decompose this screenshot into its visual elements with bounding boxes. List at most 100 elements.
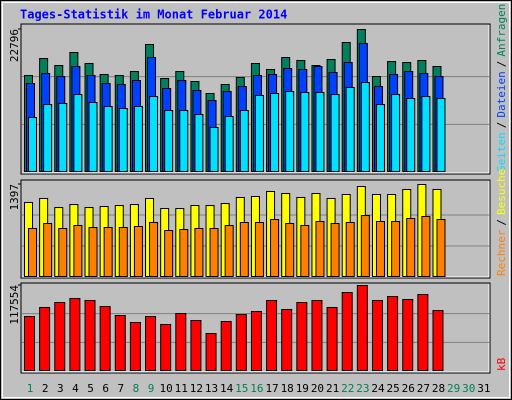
bar [164, 230, 174, 277]
bar [88, 227, 98, 277]
y-tick-label: 117554 [8, 285, 21, 325]
bar [118, 108, 128, 172]
bar [345, 87, 355, 172]
legend-entry: Dateien [495, 71, 508, 117]
bar [326, 306, 338, 371]
bar [220, 320, 232, 372]
bar [296, 301, 308, 371]
bar [175, 312, 187, 372]
bar [149, 96, 159, 172]
bar [160, 323, 172, 371]
bar [432, 309, 444, 371]
bar [375, 104, 385, 172]
x-tick-label: 26 [402, 382, 415, 395]
bar [58, 228, 68, 278]
bar [58, 103, 68, 172]
bar [436, 98, 446, 172]
bar [270, 219, 280, 277]
x-tick-label: 14 [220, 382, 234, 395]
legend: Seiten / Dateien / Anfragen [495, 4, 508, 172]
bar [436, 219, 446, 277]
legend-entry: Anfragen [495, 4, 508, 57]
x-tick-label: 30 [462, 382, 475, 395]
bar [250, 310, 262, 371]
x-tick-label: 2 [42, 382, 49, 395]
bar [300, 225, 310, 277]
bar [99, 305, 111, 371]
legend-entry: Rechner [495, 229, 508, 276]
bar [417, 293, 429, 371]
bar [43, 223, 53, 278]
bar [239, 222, 249, 278]
bar [285, 91, 295, 172]
bar [300, 92, 310, 172]
x-tick-label: 20 [311, 382, 324, 395]
bar [224, 225, 234, 277]
legend-separator: / [495, 61, 508, 68]
bar [391, 94, 401, 172]
bar [345, 222, 355, 278]
legend-separator: / [495, 122, 508, 129]
bar [179, 110, 189, 172]
x-tick-label: 11 [175, 382, 188, 395]
bar [315, 221, 325, 277]
bar [387, 295, 399, 372]
x-tick-label: 23 [356, 382, 369, 395]
bar [149, 222, 159, 278]
bar [24, 315, 35, 371]
bar [164, 110, 174, 172]
x-tick-label: 19 [296, 382, 309, 395]
bar [54, 301, 66, 371]
bar [194, 228, 204, 278]
bar [391, 221, 401, 277]
x-tick-label: 12 [190, 382, 203, 395]
bar [224, 116, 234, 172]
bar [129, 321, 141, 372]
legend-entry: kB [495, 357, 508, 371]
x-tick-label: 24 [371, 382, 385, 395]
bar [73, 94, 83, 172]
bar [73, 225, 83, 277]
y-tick-label: 1397 [8, 184, 21, 211]
x-tick-label: 9 [148, 382, 155, 395]
bar [421, 96, 431, 172]
legend-entry: Besuche [495, 169, 508, 215]
x-tick-label: 4 [72, 382, 79, 395]
bar [360, 82, 370, 172]
x-tick-label: 28 [432, 382, 445, 395]
bar [205, 332, 217, 371]
bar [266, 299, 278, 372]
bar [235, 313, 247, 372]
x-tick-label: 13 [205, 382, 218, 395]
bar [194, 114, 204, 173]
bar [375, 221, 385, 277]
x-tick-label: 3 [57, 382, 64, 395]
bar [133, 226, 143, 277]
x-tick-label: 16 [250, 382, 263, 395]
bar [330, 223, 340, 278]
x-tick-label: 17 [265, 382, 278, 395]
legend: kB [495, 357, 508, 371]
bar [406, 98, 416, 172]
x-tick-label: 8 [133, 382, 140, 395]
bar [209, 228, 219, 278]
x-tick-label: 5 [87, 382, 94, 395]
bar [114, 314, 126, 371]
x-tick-label: 21 [326, 382, 339, 395]
bar [69, 297, 81, 371]
bar [118, 227, 128, 277]
x-tick-label: 10 [160, 382, 173, 395]
legend-separator: / [495, 219, 508, 226]
bar [281, 308, 293, 372]
x-tick-label: 18 [281, 382, 294, 395]
x-tick-label: 22 [341, 382, 354, 395]
bar [406, 218, 416, 278]
legend: Rechner / Besuche [495, 169, 508, 276]
bar [371, 299, 383, 372]
bar [330, 94, 340, 172]
x-tick-label: 25 [386, 382, 399, 395]
bar [421, 216, 431, 277]
bar [179, 229, 189, 278]
bar [254, 95, 264, 172]
